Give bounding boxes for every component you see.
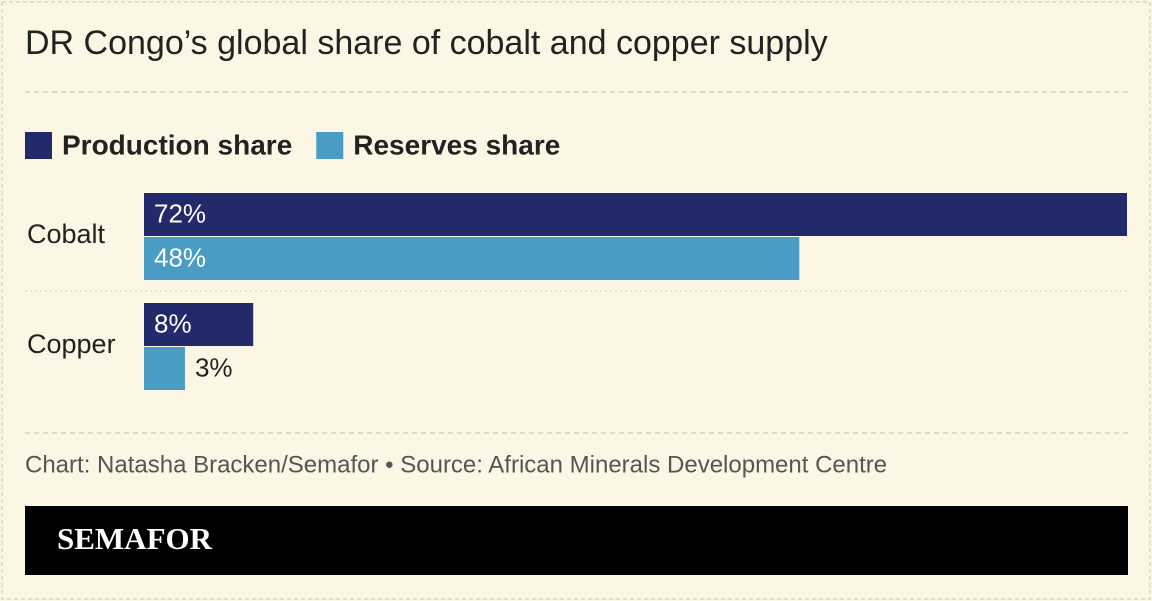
legend-swatch [316, 132, 344, 159]
category-label: Cobalt [27, 219, 106, 249]
bar [144, 193, 1127, 236]
legend-swatch [25, 132, 52, 159]
chart-title: DR Congo’s global share of cobalt and co… [25, 24, 828, 62]
bar [144, 303, 254, 346]
value-label: 8% [154, 308, 192, 338]
legend-label: Production share [62, 129, 292, 160]
value-label: 48% [154, 242, 206, 272]
bar [144, 347, 185, 390]
value-label: 72% [154, 198, 206, 228]
brand: SEMAFOR [57, 521, 213, 556]
source-note: Chart: Natasha Bracken/Semafor • Source:… [25, 451, 887, 478]
category-label: Copper [27, 329, 116, 359]
bar [144, 237, 800, 280]
brand-bar [25, 506, 1128, 575]
legend-label: Reserves share [353, 129, 560, 160]
value-label: 3% [195, 352, 233, 382]
